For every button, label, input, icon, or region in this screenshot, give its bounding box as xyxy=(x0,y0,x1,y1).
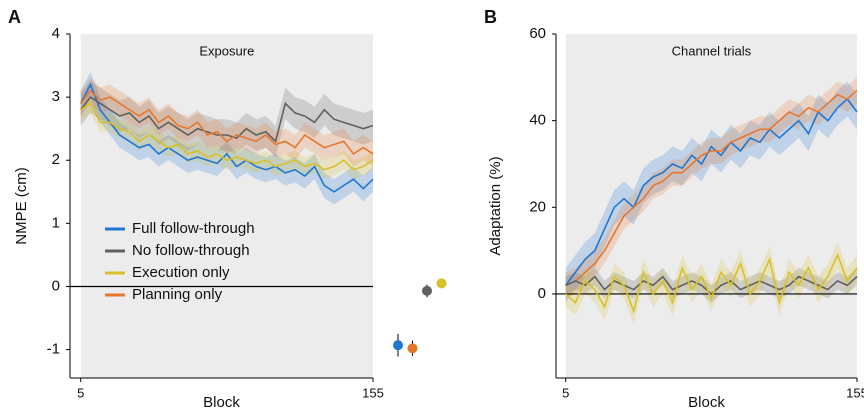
legend-label: No follow-through xyxy=(132,242,250,259)
x-tick-label: 5 xyxy=(562,385,569,400)
shaded-period xyxy=(565,34,857,378)
error-band xyxy=(80,93,373,180)
series-line xyxy=(565,275,858,296)
y-tick-label: 20 xyxy=(529,198,546,215)
series-line xyxy=(565,97,858,286)
panel-label: B xyxy=(484,7,497,27)
annotation: Channel trials xyxy=(672,43,752,58)
error-band xyxy=(565,241,857,325)
legend-label: Planning only xyxy=(132,286,223,303)
error-band xyxy=(80,78,373,167)
legend-label: Full follow-through xyxy=(132,220,255,237)
y-tick-label: 0 xyxy=(538,285,546,302)
x-tick-label: 5 xyxy=(77,385,84,400)
after-effect-dot xyxy=(422,285,432,296)
x-axis-label: Block xyxy=(203,394,240,411)
series-line xyxy=(565,89,858,287)
series-line xyxy=(80,89,374,155)
y-tick-label: 1 xyxy=(52,214,60,231)
after-effect-dot xyxy=(407,343,418,354)
y-tick-label: 3 xyxy=(52,88,60,105)
panel-label: A xyxy=(8,7,21,27)
legend-label: Execution only xyxy=(132,264,230,281)
x-axis-label: Block xyxy=(688,394,725,411)
error-band xyxy=(80,71,373,205)
series-line xyxy=(565,252,858,314)
y-tick-label: 60 xyxy=(529,25,546,42)
series-line xyxy=(80,96,374,143)
error-band xyxy=(565,81,857,303)
shaded-period xyxy=(80,34,373,378)
after-effect-dot xyxy=(393,340,403,351)
annotation: Exposure xyxy=(199,43,254,58)
series-line xyxy=(80,102,374,171)
x-tick-label: 155 xyxy=(846,385,864,400)
y-tick-label: 40 xyxy=(529,112,546,129)
after-effect-dot xyxy=(436,278,447,289)
y-axis-label: Adaptation (%) xyxy=(487,156,504,255)
y-axis-label: NMPE (cm) xyxy=(13,167,30,245)
x-tick-label: 155 xyxy=(362,385,384,400)
y-tick-label: 0 xyxy=(52,277,60,294)
series-line xyxy=(80,82,374,193)
y-tick-label: 2 xyxy=(52,151,60,168)
y-tick-label: 4 xyxy=(52,25,60,42)
y-tick-label: -1 xyxy=(47,341,60,358)
